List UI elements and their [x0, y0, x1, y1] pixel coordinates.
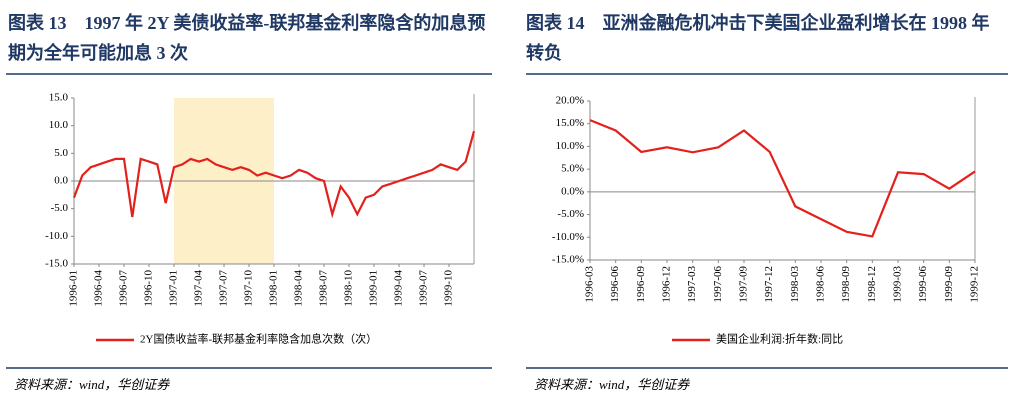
x-tick-label: 1996-04	[93, 270, 105, 307]
x-tick-label: 1998-03	[789, 266, 801, 303]
x-tick-label: 1997-06	[712, 266, 724, 303]
x-tick-label: 1996-12	[661, 266, 673, 303]
y-tick-label: 15.0	[49, 92, 69, 104]
legend-label: 2Y国债收益率-联邦基金利率隐含加息次数（次）	[140, 332, 377, 346]
x-tick-label: 1999-06	[917, 266, 929, 303]
x-tick-label: 1997-12	[763, 266, 775, 303]
chart-title: 图表 14 亚洲金融危机冲击下美国企业盈利增长在 1998 年转负	[526, 13, 990, 63]
x-tick-label: 1996-01	[68, 270, 80, 307]
y-tick-label: -15.0	[45, 258, 68, 270]
x-tick-label: 1998-06	[815, 266, 827, 303]
x-tick-label: 1996-06	[609, 266, 621, 303]
x-tick-label: 1997-03	[686, 266, 698, 303]
x-tick-label: 1999-07	[418, 270, 430, 307]
chart-title: 图表 13 1997 年 2Y 美债收益率-联邦基金利率隐含的加息预期为全年可能…	[8, 13, 486, 63]
x-tick-label: 1998-09	[840, 266, 852, 303]
x-tick-label: 1996-10	[143, 270, 155, 307]
y-tick-label: 5.0	[54, 147, 68, 159]
x-tick-label: 1997-10	[243, 270, 255, 307]
x-tick-label: 1997-01	[168, 270, 180, 307]
y-tick-label: 0.0	[54, 175, 68, 187]
y-tick-label: 20.0%	[556, 95, 584, 107]
x-tick-label: 1998-01	[268, 270, 280, 307]
x-tick-label: 1996-07	[118, 270, 130, 307]
y-tick-label: -10.0	[45, 230, 68, 242]
x-tick-label: 1997-07	[218, 270, 230, 307]
data-line	[72, 130, 476, 219]
x-tick-label: 1999-03	[892, 266, 904, 303]
x-tick-label: 1998-07	[318, 270, 330, 307]
x-tick-label: 1999-09	[943, 266, 955, 303]
data-line	[589, 119, 976, 238]
y-tick-label: -10.0%	[552, 231, 584, 243]
source: 资料来源：wind，华创证券	[14, 377, 170, 392]
x-tick-label: 1998-12	[866, 266, 878, 303]
x-tick-label: 1999-01	[368, 270, 380, 307]
y-tick-label: 15.0%	[556, 117, 584, 129]
y-tick-label: 0.0%	[561, 185, 584, 197]
x-tick-label: 1999-04	[393, 270, 405, 307]
source: 资料来源：wind，华创证券	[534, 377, 690, 392]
x-tick-label: 1996-03	[584, 266, 596, 303]
y-tick-label: 10.0	[49, 119, 69, 131]
y-tick-label: 10.0%	[556, 140, 584, 152]
y-tick-label: 5.0%	[561, 163, 584, 175]
y-tick-label: -5.0%	[557, 208, 584, 220]
legend-label: 美国企业利润:折年数:同比	[716, 332, 843, 346]
x-tick-label: 1996-09	[635, 266, 647, 303]
x-tick-label: 1998-04	[293, 270, 305, 307]
y-tick-label: -15.0%	[552, 254, 584, 266]
x-tick-label: 1998-10	[343, 270, 355, 307]
x-tick-label: 1999-10	[443, 270, 455, 307]
x-tick-label: 1997-09	[738, 266, 750, 303]
x-tick-label: 1999-12	[969, 266, 981, 303]
y-tick-label: -5.0	[51, 202, 69, 214]
x-tick-label: 1997-04	[193, 270, 205, 307]
